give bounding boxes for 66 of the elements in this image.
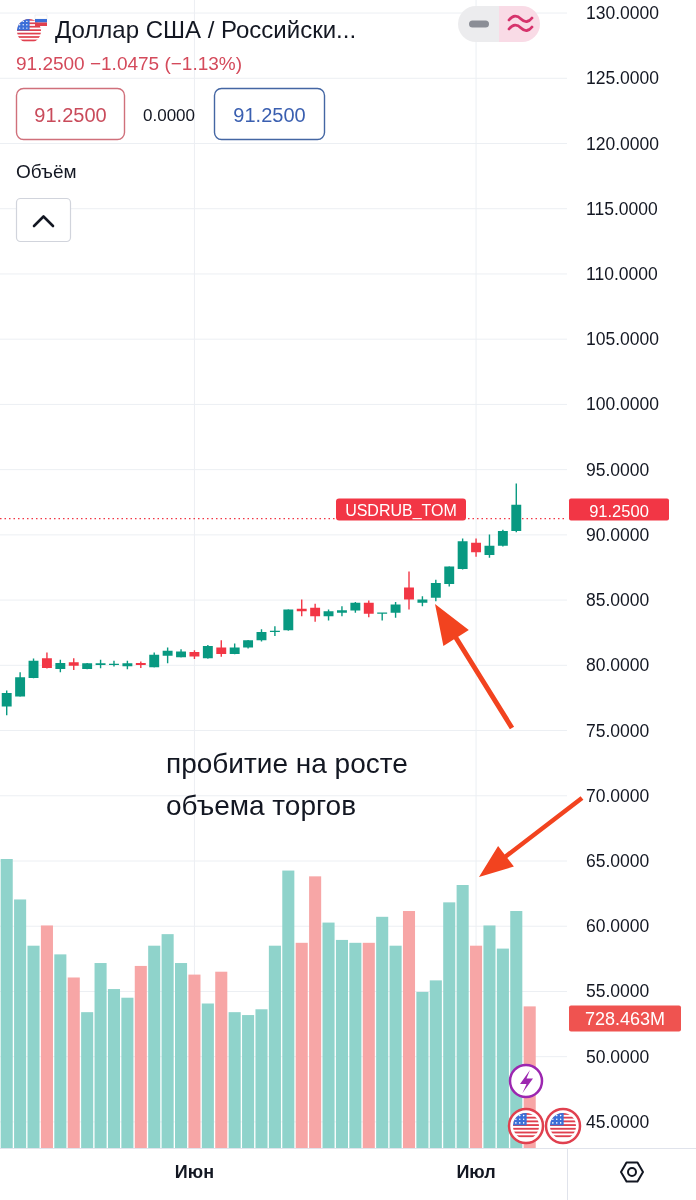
candlestick: [41, 652, 52, 669]
annotation: USDRUB_TOM: [345, 502, 457, 521]
candlestick: [15, 672, 26, 697]
y-tick-label: 65.0000: [586, 851, 650, 871]
y-tick-label: 125.0000: [586, 68, 660, 89]
bar: [201, 1003, 214, 1148]
y-tick-label: 110.0000: [586, 263, 658, 284]
ref-line-label: 91.2500: [589, 501, 649, 520]
candlestick: [497, 529, 508, 547]
y-tick-label: 130.0000: [586, 3, 660, 24]
bar: [389, 945, 402, 1148]
y-tick-label: 115.0000: [586, 198, 658, 219]
candlestick: [229, 643, 240, 655]
y-tick-label: 85.0000: [586, 590, 650, 611]
candlestick: [336, 606, 347, 617]
bar: [40, 925, 53, 1148]
bar: [148, 945, 161, 1148]
candlestick: [471, 538, 482, 557]
y-tick-label: 105.0000: [586, 329, 660, 350]
candlestick: [135, 661, 146, 668]
y-tick-label: 60.0000: [586, 916, 650, 937]
y-tick-label: 50.0000: [586, 1046, 650, 1067]
y-tick-label: 95.0000: [586, 459, 650, 480]
candlestick: [269, 626, 280, 636]
candlestick: [216, 640, 227, 657]
bar: [483, 925, 496, 1148]
bar: [402, 911, 416, 1148]
text: Доллар США / Российски...: [55, 15, 357, 43]
annotation: 91.2500: [233, 103, 306, 126]
y-tick-label: 120.0000: [586, 133, 660, 154]
bar: [67, 977, 80, 1148]
candlestick: [176, 649, 186, 658]
candlestick: [68, 658, 79, 671]
candlestick: [377, 612, 388, 621]
y-tick-label: 80.0000: [586, 655, 650, 676]
bar: [81, 1012, 94, 1148]
bar: [376, 916, 389, 1148]
candlestick: [350, 602, 361, 613]
annotation: 0.0000: [143, 105, 195, 125]
candlestick: [82, 663, 93, 670]
candlestick: [404, 571, 414, 610]
bar: [456, 885, 469, 1148]
y-tick-label: 70.0000: [586, 785, 650, 806]
bar: [54, 954, 67, 1148]
candlestick: [430, 579, 441, 602]
text: 91.2500 −1.0475 (−1.13%): [16, 52, 243, 74]
y-tick-label: 100.0000: [586, 394, 660, 415]
y-tick-label: 75.0000: [586, 720, 650, 741]
bar: [362, 942, 375, 1148]
x-tick-label: Июн: [174, 1162, 215, 1182]
candlestick: [95, 659, 106, 669]
bar: [416, 991, 429, 1148]
bar: [188, 974, 201, 1148]
candlestick: [109, 660, 119, 667]
annotation: пробитие на росте объема торгов: [166, 748, 408, 821]
y-tick-label: 45.0000: [586, 1111, 650, 1132]
text: 728.463M: [584, 1009, 666, 1030]
bar: [134, 965, 147, 1148]
annotation: 91.2500: [34, 103, 107, 126]
y-tick-label: 55.0000: [586, 981, 650, 1002]
x-tick-label: Июл: [456, 1162, 496, 1182]
y-tick-label: 90.0000: [586, 524, 650, 545]
candlestick: [310, 603, 321, 622]
bar: [470, 945, 483, 1148]
chart-title: Объём: [16, 160, 77, 182]
bar: [215, 971, 228, 1148]
